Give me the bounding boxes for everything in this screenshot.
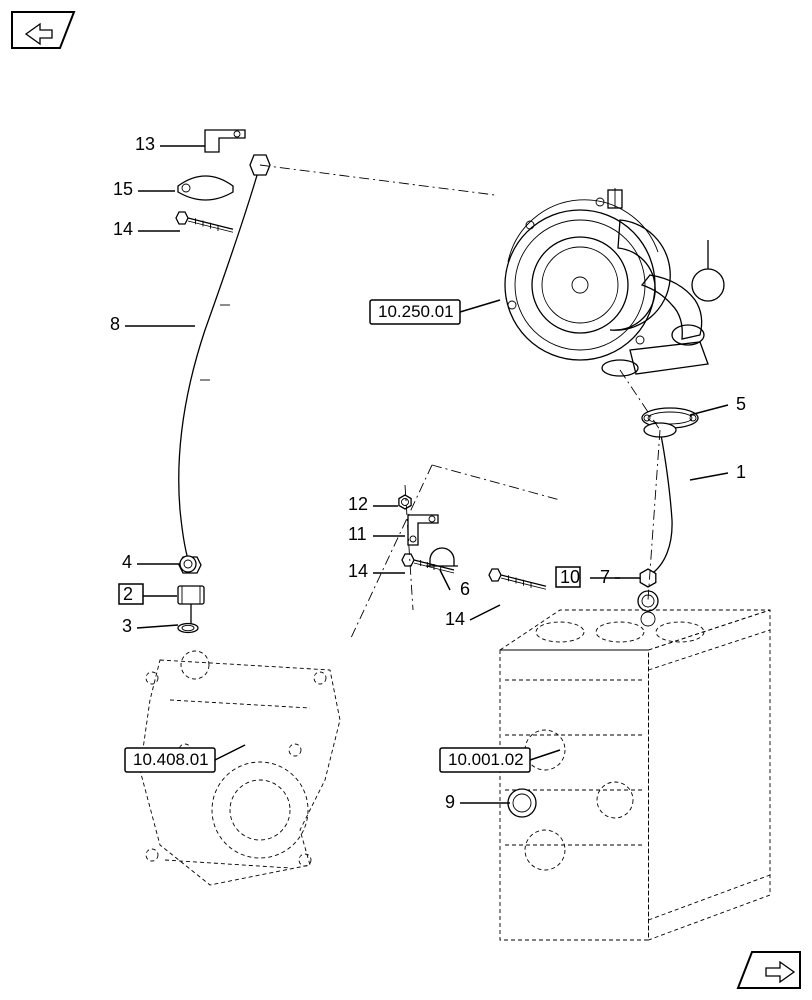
callout-14c: 14 xyxy=(445,605,500,629)
callout-14b: 14 xyxy=(348,561,405,581)
turbocharger xyxy=(505,188,724,376)
callout-label: 7 xyxy=(600,567,610,587)
callout-label: 2 xyxy=(123,584,133,604)
callout-7: 7 xyxy=(600,567,640,587)
callout-8: 8 xyxy=(110,314,195,334)
callout-label: 9 xyxy=(445,792,455,812)
callout-label: 10 xyxy=(560,567,580,587)
callout-label: 14 xyxy=(348,561,368,581)
page-icon-top-left xyxy=(12,12,74,48)
callout-label: 1 xyxy=(736,462,746,482)
ref-box-10.250.01: 10.250.01 xyxy=(370,300,500,324)
callout-1: 1 xyxy=(690,462,746,482)
callout-label: 6 xyxy=(460,579,470,599)
callout-label: 15 xyxy=(113,179,133,199)
callout-label: 5 xyxy=(736,394,746,414)
callout-label: 4 xyxy=(122,552,132,572)
callout-label: 14 xyxy=(445,609,465,629)
callout-13: 13 xyxy=(135,134,205,154)
callout-14a: 14 xyxy=(113,219,180,239)
callout-label: 12 xyxy=(348,494,368,514)
turbo-oil-drain xyxy=(620,370,698,626)
callout-label: 11 xyxy=(348,524,367,544)
page-icon-bottom-right xyxy=(738,952,800,988)
ref-box-10.001.02: 10.001.02 xyxy=(440,748,560,772)
ref-text: 10.001.02 xyxy=(448,750,524,769)
drain-pipe-bracket-hardware xyxy=(399,485,546,610)
callout-3: 3 xyxy=(122,616,178,636)
callout-label: 3 xyxy=(122,616,132,636)
callout-label: 13 xyxy=(135,134,155,154)
callout-9: 9 xyxy=(445,792,510,812)
callout-10: 10 xyxy=(556,567,620,587)
ref-box-10.408.01: 10.408.01 xyxy=(125,745,245,772)
callout-label: 8 xyxy=(110,314,120,334)
oil-feed-pipe-8 xyxy=(179,155,270,573)
ref-text: 10.250.01 xyxy=(378,302,454,321)
callout-12: 12 xyxy=(348,494,398,514)
callout-6: 6 xyxy=(440,570,470,599)
callout-label: 14 xyxy=(113,219,133,239)
engine-block xyxy=(500,610,770,940)
core-plug-9 xyxy=(508,789,536,817)
callout-15: 15 xyxy=(113,179,175,199)
ref-text: 10.408.01 xyxy=(133,750,209,769)
callout-2: 2 xyxy=(119,584,177,604)
callout-5: 5 xyxy=(690,394,746,415)
callout-4: 4 xyxy=(122,552,180,572)
